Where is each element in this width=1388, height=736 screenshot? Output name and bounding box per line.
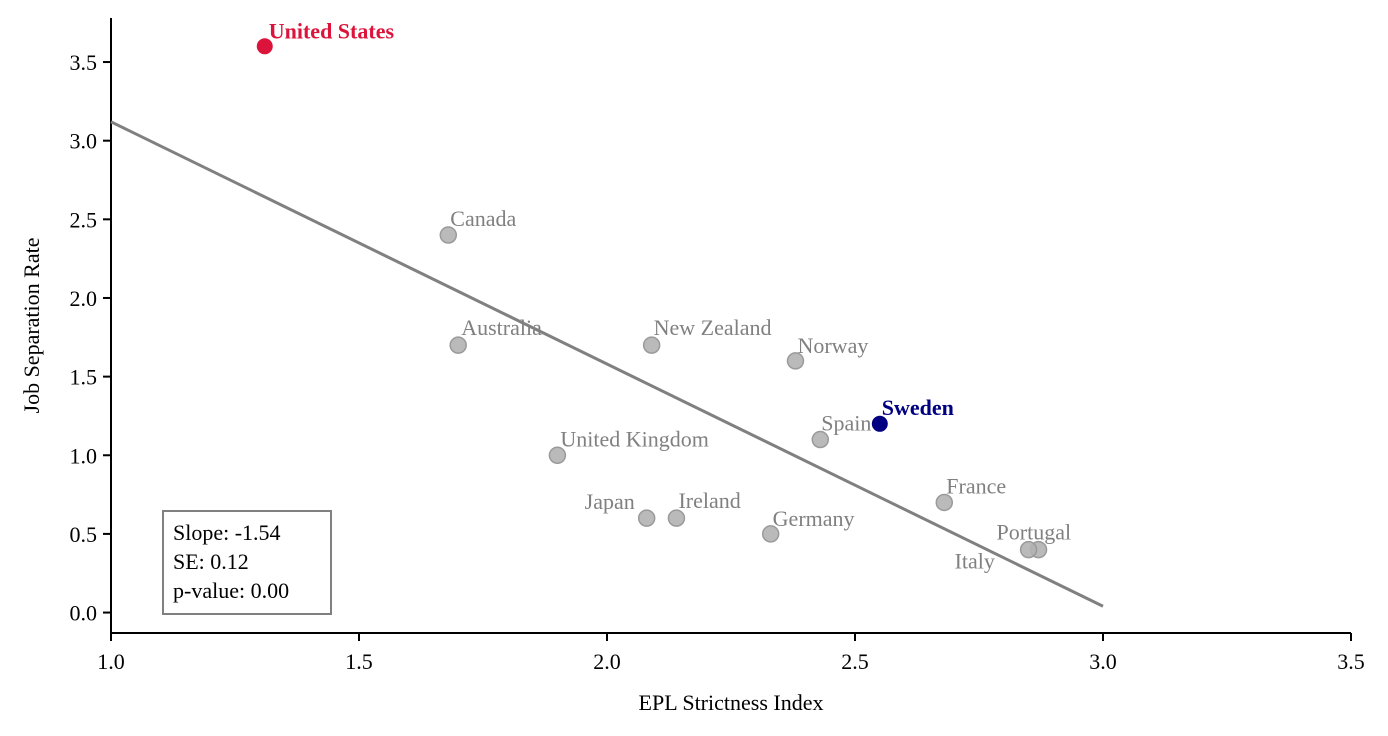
x-tick-label: 3.5 [1337, 649, 1365, 674]
label-new-zealand: New Zealand [654, 315, 772, 340]
point-united-kingdom [548, 446, 567, 465]
stats-pvalue: p-value: 0.00 [173, 578, 289, 603]
x-tick-label: 2.5 [841, 649, 869, 674]
point-germany [761, 525, 780, 543]
y-tick-label: 1.5 [70, 365, 98, 390]
label-canada: Canada [450, 206, 516, 231]
label-spain: Spain [821, 411, 871, 436]
point-spain [811, 430, 830, 449]
y-tick-label: 0.0 [70, 601, 98, 626]
label-italy: Italy [955, 549, 995, 574]
stats-slope: Slope: -1.54 [173, 520, 281, 545]
point-norway [786, 352, 805, 370]
point-ireland [667, 509, 686, 527]
point-labels: United States Canada Australia New Zealand N… [269, 18, 1071, 573]
label-united-states: United States [269, 18, 395, 43]
stats-box-frame [162, 510, 332, 615]
y-tick-label: 3.0 [70, 129, 98, 154]
label-australia: Australia [461, 315, 542, 340]
y-axis-label: Job Separation Rate [19, 238, 44, 414]
y-tick-label: 1.0 [70, 443, 98, 468]
label-united-kingdom: United Kingdom [560, 426, 709, 451]
y-tick-label: 2.0 [70, 286, 98, 311]
stats-box: Slope: -1.54 SE: 0.12 p-value: 0.00 [162, 510, 332, 615]
x-axis-label: EPL Strictness Index [639, 690, 824, 715]
y-tick-label: 2.5 [70, 207, 98, 232]
point-japan [637, 509, 656, 527]
label-germany: Germany [773, 506, 855, 531]
point-canada [439, 226, 458, 244]
label-ireland: Ireland [678, 488, 740, 513]
label-japan: Japan [585, 489, 635, 514]
y-tick-label: 0.5 [70, 522, 98, 547]
x-tick-label: 1.5 [345, 649, 373, 674]
x-tick-label: 1.0 [97, 649, 125, 674]
axes: 1.0 1.5 2.0 2.5 3.0 3.5 0.0 0.5 1.0 1.5 2.0 2.5 3.0 3… [70, 18, 1365, 674]
label-portugal: Portugal [997, 520, 1072, 545]
stats-se: SE: 0.12 [173, 549, 249, 574]
label-norway: Norway [797, 333, 868, 358]
point-australia [449, 336, 467, 354]
point-united-states [256, 38, 273, 55]
y-tick-label: 3.5 [70, 50, 98, 75]
x-tick-label: 2.0 [593, 649, 621, 674]
data-points [256, 38, 1048, 559]
point-italy [1019, 540, 1038, 559]
regression-line [110, 120, 1104, 608]
label-sweden: Sweden [882, 395, 954, 420]
point-france [935, 493, 954, 512]
point-sweden [871, 415, 888, 432]
label-france: France [946, 473, 1006, 498]
point-new-zealand [642, 336, 661, 354]
x-tick-label: 3.0 [1089, 649, 1117, 674]
